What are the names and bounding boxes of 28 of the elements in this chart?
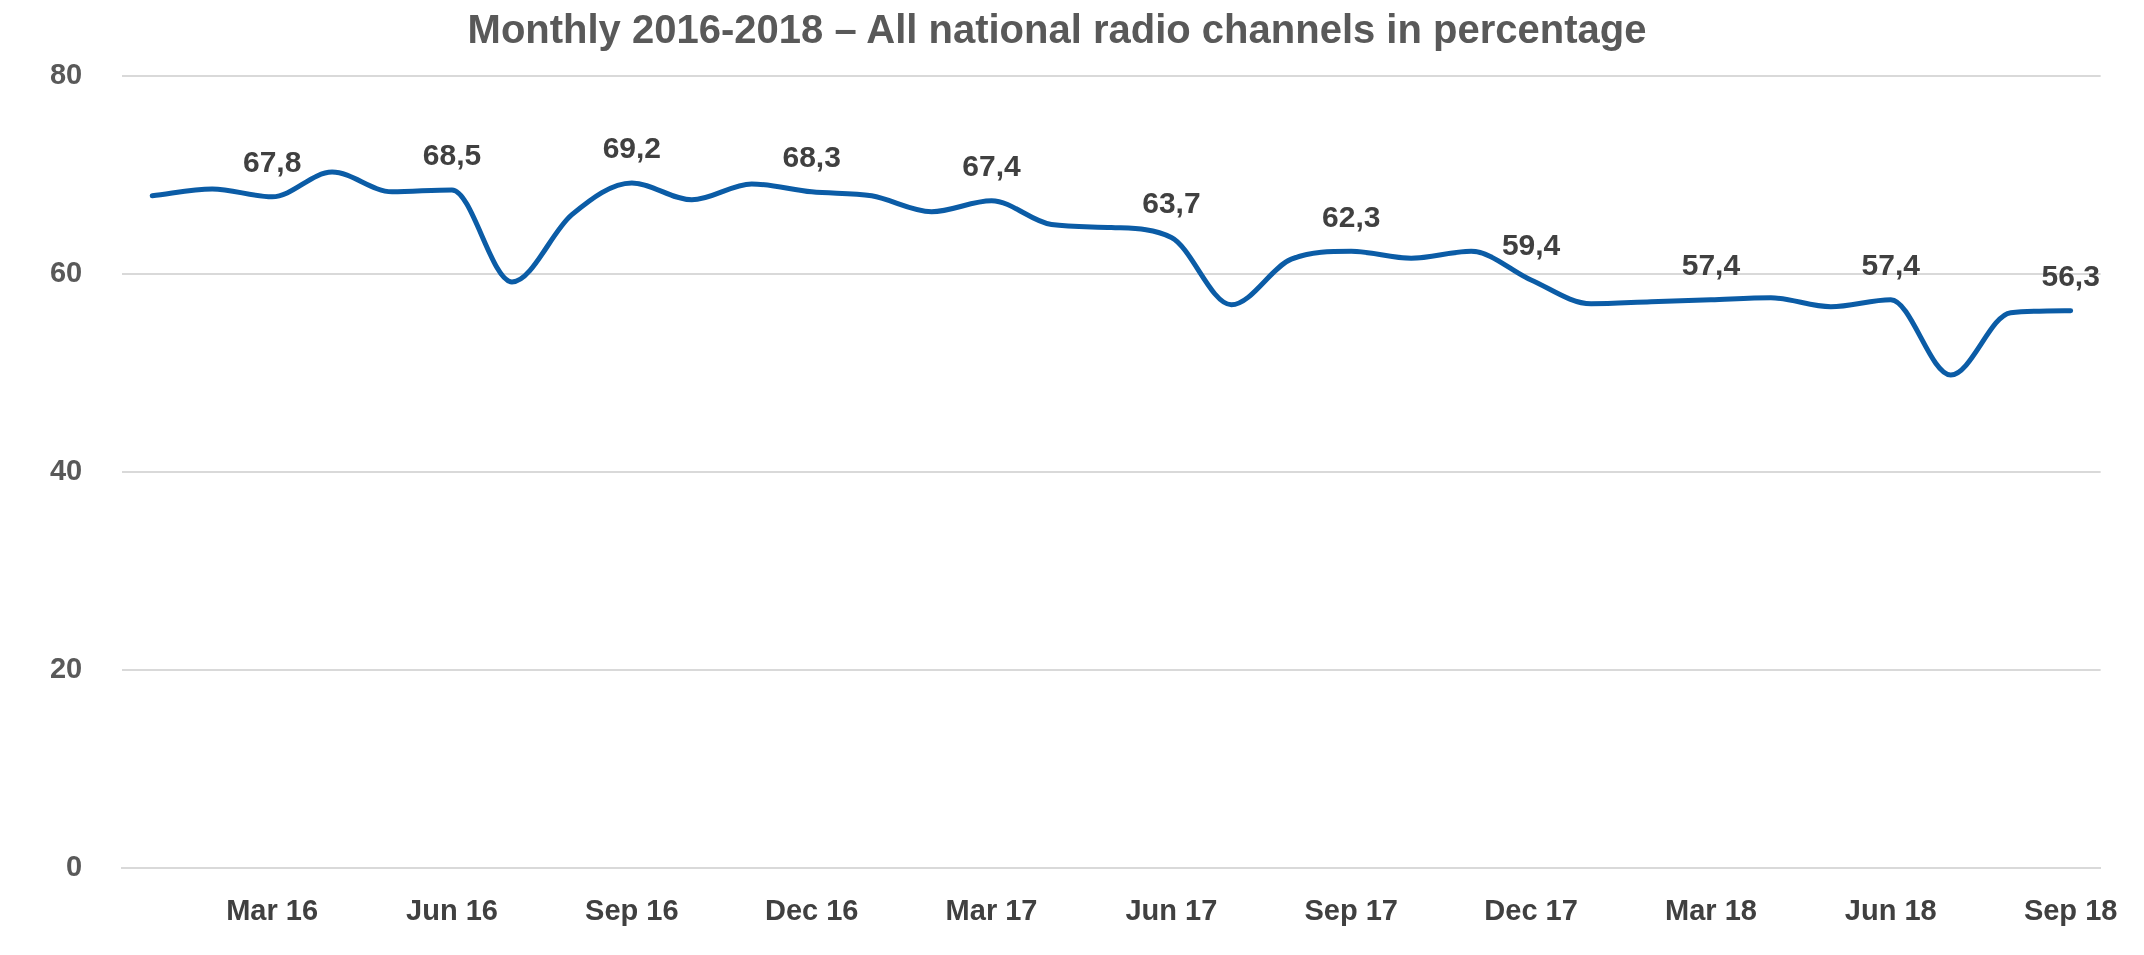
x-tick-label: Dec 16 [764, 893, 859, 926]
data-label: 63,7 [1142, 185, 1201, 219]
data-label: 67,8 [242, 145, 302, 179]
x-tick-label: Mar 16 [226, 893, 319, 926]
data-label: 69,2 [602, 131, 662, 165]
data-label: 68,5 [422, 138, 482, 172]
x-tick-label: Jun 18 [1844, 893, 1937, 926]
x-tick-label: Jun 16 [406, 893, 498, 926]
x-tick-label: Jun 17 [1125, 893, 1218, 926]
data-label: 62,3 [1322, 199, 1381, 233]
data-label: 57,4 [1681, 248, 1741, 282]
chart-title: Monthly 2016-2018 – All national radio channels in percentage [467, 7, 1647, 52]
data-label: 56,3 [2041, 258, 2100, 292]
y-tick-label: 80 [49, 58, 83, 90]
y-tick-label: 20 [49, 652, 83, 685]
x-tick-label: Mar 18 [1665, 893, 1757, 926]
data-label: 59,4 [1501, 228, 1561, 262]
y-tick-label: 0 [66, 850, 83, 883]
data-label: 57,4 [1861, 248, 1921, 282]
x-tick-label: Sep 16 [585, 893, 679, 926]
y-tick-label: 60 [49, 256, 83, 289]
x-tick-label: Dec 17 [1484, 893, 1578, 926]
x-tick-label: Sep 17 [1304, 893, 1398, 926]
data-label: 67,4 [962, 149, 1022, 183]
x-tick-label: Mar 17 [945, 893, 1038, 926]
y-tick-label: 40 [49, 454, 83, 487]
data-label: 68,3 [782, 140, 841, 174]
x-tick-label: Sep 18 [2023, 893, 2118, 926]
